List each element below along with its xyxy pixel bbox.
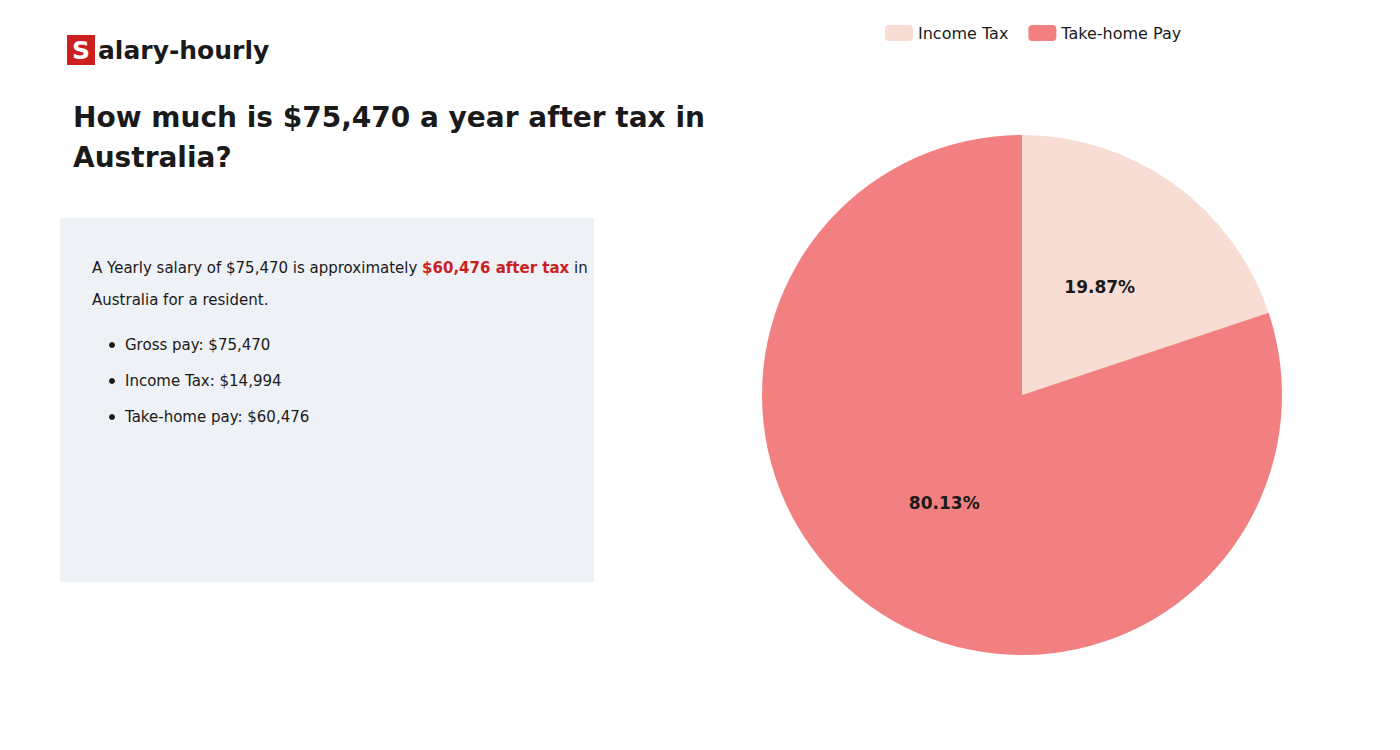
svg-text:in: in [569,259,587,277]
svg-text:S: S [72,36,90,65]
svg-text:Australia for a resident.: Australia for a resident. [92,291,268,309]
svg-text:19.87%: 19.87% [1064,277,1135,297]
svg-text:alary-hourly: alary-hourly [98,36,269,65]
svg-text:$60,476 after tax: $60,476 after tax [422,259,569,277]
svg-text:80.13%: 80.13% [909,493,980,513]
svg-text:Income Tax: Income Tax [918,24,1008,43]
svg-text:Take-home pay: $60,476: Take-home pay: $60,476 [124,408,309,426]
svg-text:Income Tax: $14,994: Income Tax: $14,994 [125,372,282,390]
svg-text:Take-home Pay: Take-home Pay [1060,24,1181,43]
svg-text:How much is $75,470 a year aft: How much is $75,470 a year after tax in [73,101,705,134]
svg-text:Gross pay: $75,470: Gross pay: $75,470 [125,336,270,354]
svg-text:Australia?: Australia? [73,141,232,174]
svg-text:A Yearly salary of $75,470 is: A Yearly salary of $75,470 is approximat… [92,259,422,277]
